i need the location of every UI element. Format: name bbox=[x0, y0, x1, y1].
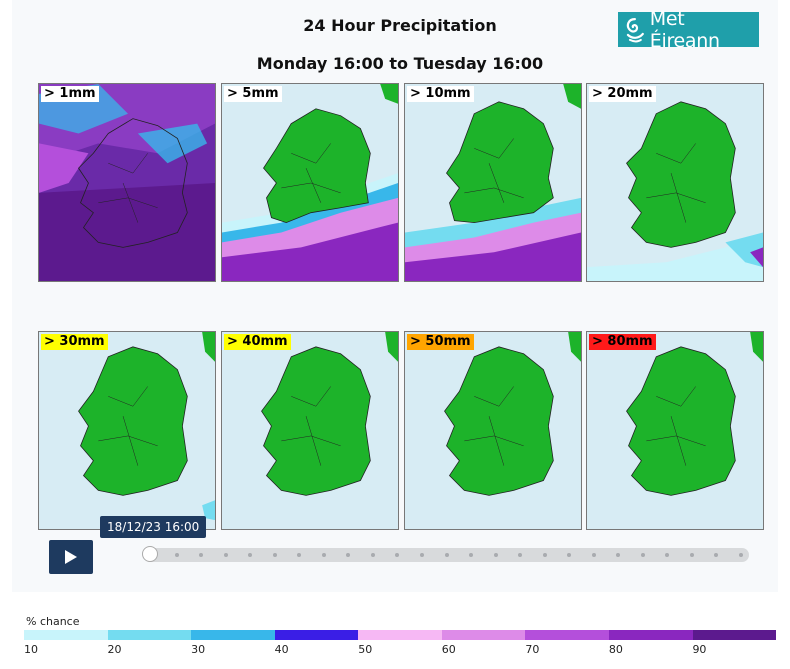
legend-swatch bbox=[358, 630, 442, 640]
timeline-step[interactable] bbox=[518, 553, 523, 557]
color-legend bbox=[24, 630, 777, 640]
threshold-label: > 50mm bbox=[407, 334, 474, 350]
met-eireann-swirl-icon bbox=[626, 17, 644, 42]
threshold-label: > 80mm bbox=[589, 334, 656, 350]
page-title: 24 Hour Precipitation bbox=[303, 16, 497, 35]
current-time-tooltip: 18/12/23 16:00 bbox=[100, 516, 207, 538]
legend-swatch bbox=[107, 630, 192, 640]
legend-swatch bbox=[441, 630, 526, 640]
map-panel-40mm: > 40mm bbox=[221, 331, 399, 530]
legend-swatch bbox=[24, 630, 108, 640]
probability-map bbox=[39, 84, 215, 281]
play-button[interactable] bbox=[49, 540, 93, 574]
legend-tick-label: 20 bbox=[107, 643, 122, 656]
probability-map bbox=[587, 84, 763, 281]
legend-tick-label: 40 bbox=[274, 643, 289, 656]
timeline-step[interactable] bbox=[370, 553, 375, 557]
probability-map bbox=[405, 84, 581, 281]
timeline-step[interactable] bbox=[591, 553, 596, 557]
timeline-step[interactable] bbox=[223, 553, 228, 557]
legend-tick-label: 50 bbox=[358, 643, 373, 656]
timeline-step[interactable] bbox=[444, 553, 449, 557]
timeline-step[interactable] bbox=[616, 553, 621, 557]
probability-map bbox=[587, 332, 763, 529]
timeline-step[interactable] bbox=[248, 553, 253, 557]
probability-map bbox=[222, 332, 398, 529]
timeline-step[interactable] bbox=[714, 553, 719, 557]
threshold-label: > 40mm bbox=[224, 334, 291, 350]
map-panel-20mm: > 20mm bbox=[586, 83, 764, 282]
timeline-step[interactable] bbox=[297, 553, 302, 557]
map-panel-30mm: > 30mm bbox=[38, 331, 216, 530]
timeline-step[interactable] bbox=[346, 553, 351, 557]
timeline-step[interactable] bbox=[469, 553, 474, 557]
map-panel-50mm: > 50mm bbox=[404, 331, 582, 530]
legend-tick-label: 70 bbox=[525, 643, 540, 656]
timeline-step[interactable] bbox=[665, 553, 670, 557]
probability-map bbox=[405, 332, 581, 529]
logo-text: Met Éireann bbox=[649, 7, 720, 52]
probability-map bbox=[222, 84, 398, 281]
timeline-step[interactable] bbox=[493, 553, 498, 557]
timeline-step[interactable] bbox=[542, 553, 547, 557]
timeline-step[interactable] bbox=[199, 553, 204, 557]
timeline-step[interactable] bbox=[739, 553, 743, 557]
legend-tick-label: 30 bbox=[191, 643, 206, 656]
legend-title: % chance bbox=[26, 615, 80, 628]
threshold-label: > 5mm bbox=[224, 86, 282, 102]
timeline-step[interactable] bbox=[174, 553, 179, 557]
map-panel-10mm: > 10mm bbox=[404, 83, 582, 282]
timeline-handle[interactable] bbox=[142, 546, 158, 562]
legend-tick-label: 90 bbox=[692, 643, 707, 656]
threshold-label: > 10mm bbox=[407, 86, 474, 102]
timeline-step[interactable] bbox=[321, 553, 326, 557]
legend-swatch bbox=[608, 630, 693, 640]
threshold-label: > 30mm bbox=[41, 334, 108, 350]
threshold-label: > 1mm bbox=[41, 86, 99, 102]
timeline-step[interactable] bbox=[640, 553, 645, 557]
legend-tick-label: 10 bbox=[24, 643, 38, 656]
legend-swatch bbox=[525, 630, 609, 640]
legend-swatch bbox=[191, 630, 275, 640]
map-panel-1mm: > 1mm bbox=[38, 83, 216, 282]
map-panel-80mm: > 80mm bbox=[586, 331, 764, 530]
page-subtitle: Monday 16:00 to Tuesday 16:00 bbox=[256, 54, 544, 73]
timeline-slider[interactable] bbox=[142, 546, 749, 562]
timeline-step[interactable] bbox=[419, 553, 424, 557]
legend-tick-label: 80 bbox=[608, 643, 623, 656]
legend-swatch bbox=[692, 630, 777, 640]
legend-swatch bbox=[274, 630, 359, 640]
legend-tick-label: 60 bbox=[441, 643, 456, 656]
timeline-step[interactable] bbox=[567, 553, 572, 557]
play-icon bbox=[65, 550, 77, 564]
timeline-step[interactable] bbox=[689, 553, 694, 557]
timeline-step[interactable] bbox=[272, 553, 277, 557]
threshold-label: > 20mm bbox=[589, 86, 656, 102]
timeline-step[interactable] bbox=[395, 553, 400, 557]
map-panel-5mm: > 5mm bbox=[221, 83, 399, 282]
probability-map bbox=[39, 332, 215, 529]
met-eireann-logo[interactable]: Met Éireann bbox=[618, 8, 759, 52]
